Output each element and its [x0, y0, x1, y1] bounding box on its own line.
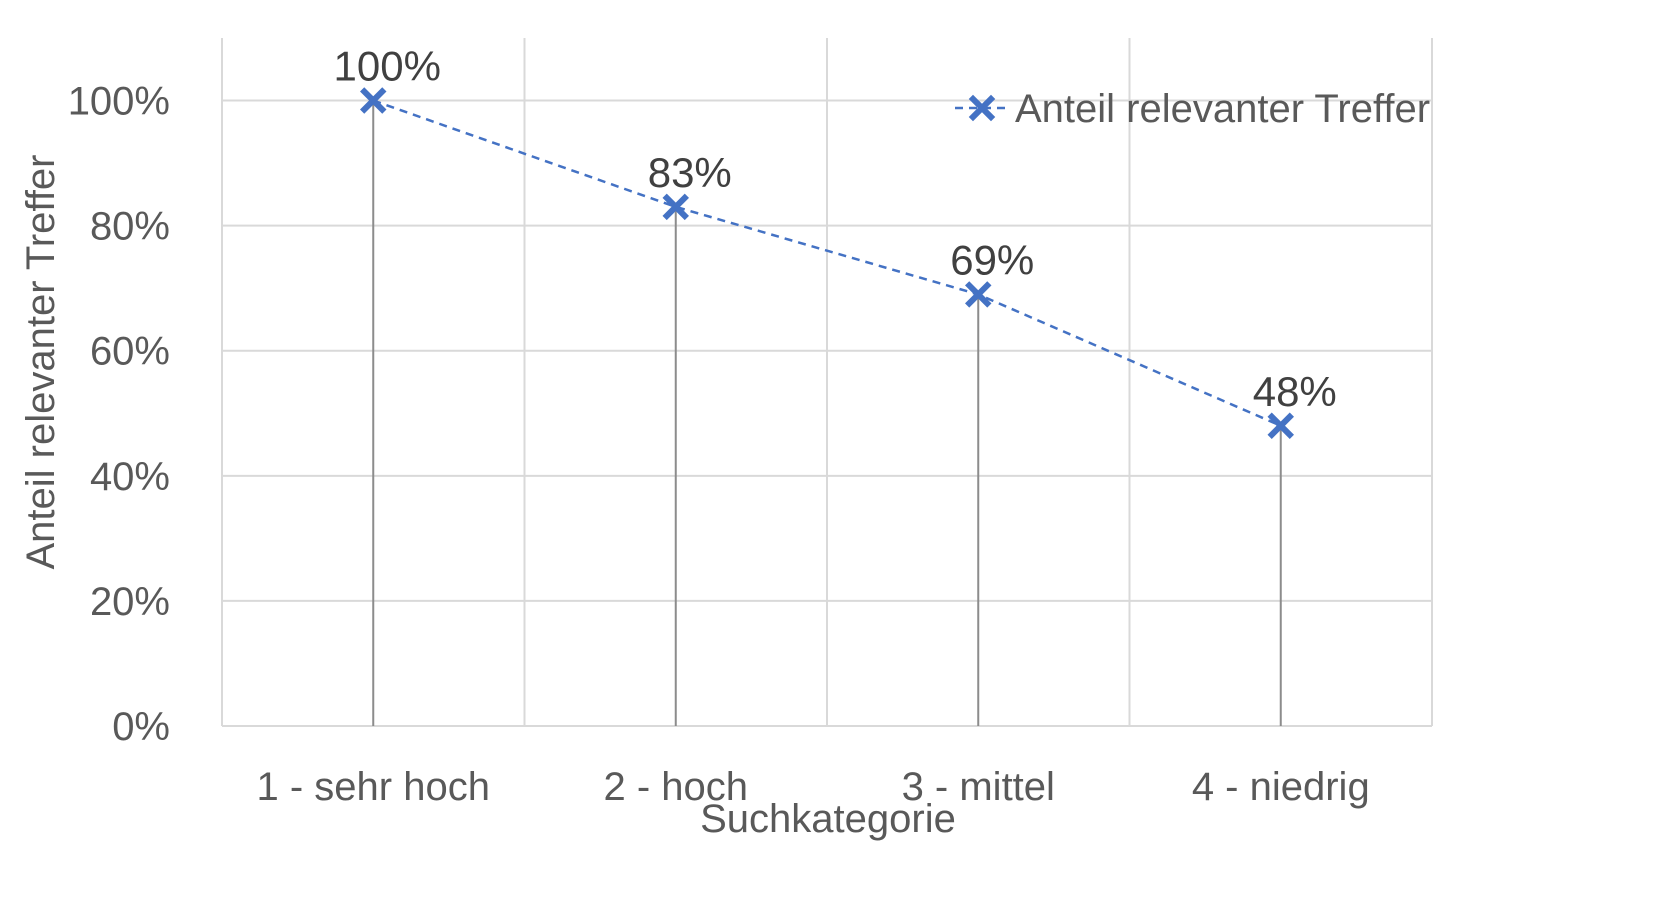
data-label: 100% [334, 43, 441, 90]
data-point-marker [1267, 412, 1294, 440]
data-point-marker [662, 193, 689, 221]
data-point-marker [965, 281, 992, 308]
x-tick-label: 2 - hoch [603, 765, 748, 809]
y-tick-label: 60% [90, 330, 170, 374]
drop-lines [372, 100, 1282, 726]
grid [221, 38, 1433, 727]
legend-x-marker [968, 94, 996, 122]
data-point-marker [360, 87, 387, 114]
x-axis-title: Suchkategorie [700, 797, 956, 841]
series-line-layer [372, 99, 1282, 427]
y-axis-title: Anteil relevanter Treffer [19, 154, 63, 569]
legend-label: Anteil relevanter Treffer [1015, 87, 1430, 131]
series-markers [360, 87, 1294, 440]
y-tick-label: 0% [112, 705, 170, 749]
y-tick-label: 20% [90, 580, 170, 624]
y-axis-ticks: 0% 20% 40% 60% 80% 100% [68, 80, 170, 749]
x-tick-label: 4 - niedrig [1192, 765, 1370, 809]
legend: Anteil relevanter Treffer [955, 87, 1430, 131]
data-label: 69% [950, 236, 1034, 283]
y-tick-label: 80% [90, 205, 170, 249]
data-label: 48% [1253, 368, 1337, 415]
series-line [372, 99, 1282, 427]
y-tick-label: 100% [68, 80, 170, 124]
x-tick-label: 3 - mittel [902, 765, 1055, 809]
data-label: 83% [648, 149, 732, 196]
x-axis-ticks: 1 - sehr hoch 2 - hoch 3 - mittel 4 - niedr… [257, 765, 1370, 809]
y-tick-label: 40% [90, 455, 170, 499]
data-labels: 100% 83% 69% 48% [334, 43, 1337, 415]
x-tick-label: 1 - sehr hoch [257, 765, 490, 809]
